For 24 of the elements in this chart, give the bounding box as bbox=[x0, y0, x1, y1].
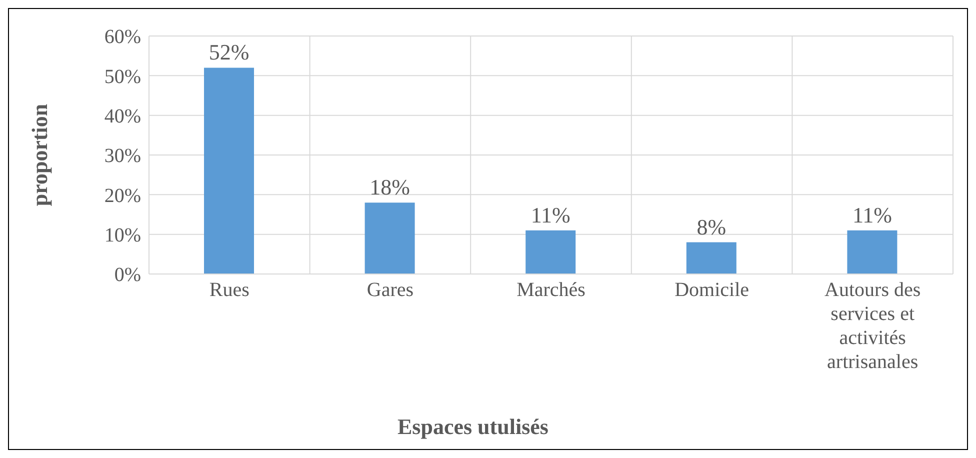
y-axis-title: proportion bbox=[26, 104, 52, 206]
data-label: 18% bbox=[370, 174, 410, 200]
y-tick-label: 60% bbox=[104, 26, 141, 48]
y-tick-label: 20% bbox=[104, 184, 141, 207]
bar bbox=[204, 68, 254, 274]
y-tick-label: 30% bbox=[104, 145, 141, 168]
data-label: 11% bbox=[852, 202, 892, 228]
data-label: 52% bbox=[208, 40, 250, 65]
y-tick-label: 50% bbox=[104, 66, 141, 88]
bar bbox=[364, 202, 415, 274]
x-tick-label: Marchés bbox=[516, 279, 586, 301]
x-axis-title: Espaces utulisés bbox=[396, 414, 550, 440]
bar bbox=[686, 242, 736, 274]
data-label: 8% bbox=[696, 214, 726, 240]
bar bbox=[847, 230, 898, 274]
x-tick-label: Rues bbox=[209, 279, 250, 301]
data-label: 11% bbox=[530, 202, 570, 228]
y-tick-label: 0% bbox=[114, 264, 141, 286]
x-tick-label: Domicile bbox=[674, 279, 750, 301]
y-tick-label: 40% bbox=[104, 105, 141, 128]
y-tick-label: 10% bbox=[104, 224, 141, 246]
x-tick-label: Autours des services et activités artrisanales bbox=[824, 279, 921, 373]
bar bbox=[526, 230, 576, 274]
x-tick-label: Gares bbox=[366, 279, 414, 301]
